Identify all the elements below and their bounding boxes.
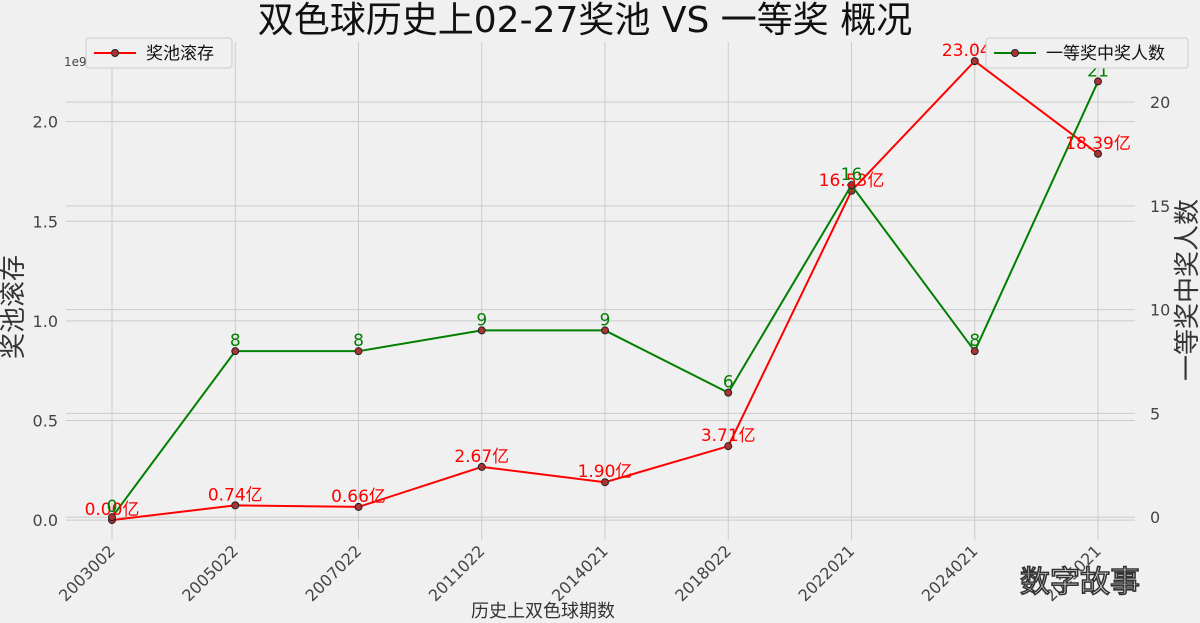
axis-layer: 2003002 2005022 2007022 2011022 2014021 20180… xyxy=(33,93,1171,605)
series-0-point xyxy=(724,442,733,451)
series-1-data-label: 8 xyxy=(230,331,241,351)
chart-title: 双色球历史上02-27奖池 VS 一等奖 概况 xyxy=(258,0,912,41)
x-tick-label: 2024021 xyxy=(918,541,982,605)
series-1-point xyxy=(1094,77,1102,86)
legend-right: 一等奖中奖人数 xyxy=(985,37,1189,69)
series-0-point xyxy=(354,502,363,511)
series-1-point xyxy=(231,347,240,356)
series-0-data-label: 0.00亿 xyxy=(85,500,140,520)
x-tick-label: 2011022 xyxy=(425,541,489,605)
series-1-point xyxy=(847,181,856,190)
series-1-point xyxy=(354,347,363,356)
series-1-data-label: 9 xyxy=(600,310,611,330)
series-1-data-label: 0 xyxy=(107,497,118,517)
series-0-data-label: 18.39亿 xyxy=(1065,134,1131,154)
y-left-tick-label: 2.0 xyxy=(33,113,58,132)
series-0-point xyxy=(601,478,609,487)
series-0-data-label: 0.74亿 xyxy=(208,485,263,505)
y-right-tick-label: 0 xyxy=(1150,508,1160,527)
y-left-tick-label: 0.0 xyxy=(33,511,58,530)
series-1-point xyxy=(108,513,116,522)
y-left-tick-label: 0.5 xyxy=(33,411,58,430)
series-0-point xyxy=(1094,149,1102,158)
series-1-data-label: 6 xyxy=(723,373,734,393)
series-1-data-label: 8 xyxy=(969,331,980,351)
x-axis-label: 历史上双色球期数 xyxy=(471,601,615,622)
right-axis-label: 一等奖中奖人数 xyxy=(1173,199,1200,381)
series-0-data-label: 1.90亿 xyxy=(578,462,633,482)
x-tick-label: 2005022 xyxy=(178,541,242,605)
series-1-point xyxy=(601,326,609,335)
x-tick-label: 2014021 xyxy=(548,541,612,605)
left-axis-label: 奖池滚存 xyxy=(0,255,29,359)
series-0-point xyxy=(477,462,486,471)
legend-right-label: 一等奖中奖人数 xyxy=(1046,44,1165,64)
series-1-data-label: 8 xyxy=(353,331,364,351)
legend-left: 奖池滚存 xyxy=(85,37,233,69)
series-0-data-label: 0.66亿 xyxy=(331,487,386,507)
y-left-tick-label: 1.5 xyxy=(33,212,58,231)
grid-layer xyxy=(66,42,1135,540)
left-axis-multiplier: 1e9 xyxy=(64,55,87,69)
legend-left-marker xyxy=(111,49,119,57)
series-1-point xyxy=(477,326,486,335)
legend-left-label: 奖池滚存 xyxy=(146,44,214,64)
series-0-data-label: 2.67亿 xyxy=(454,447,509,467)
series-0-data-label: 3.71亿 xyxy=(701,426,756,446)
y-right-tick-label: 20 xyxy=(1150,93,1170,112)
y-left-tick-label: 1.0 xyxy=(33,312,58,331)
x-tick-label: 2003002 xyxy=(55,541,119,605)
series-0-point xyxy=(970,57,979,66)
x-tick-label: 2007022 xyxy=(302,541,366,605)
series-1-data-label: 9 xyxy=(476,310,487,330)
x-tick-label: 2022021 xyxy=(795,541,859,605)
series-1-data-label: 16 xyxy=(841,165,863,185)
series-0-data-label: 16.53亿 xyxy=(819,171,885,191)
series-layer xyxy=(108,57,1102,525)
series-1-point xyxy=(970,347,979,356)
y-right-tick-label: 10 xyxy=(1150,301,1170,320)
legend-right-marker xyxy=(1011,49,1019,57)
y-right-tick-label: 5 xyxy=(1150,404,1160,423)
x-tick-label: 2018022 xyxy=(671,541,735,605)
series-1-point xyxy=(724,388,733,397)
watermark: 数字故事 xyxy=(1020,565,1140,600)
series-0-point xyxy=(231,501,240,510)
y-right-tick-label: 15 xyxy=(1150,197,1170,216)
